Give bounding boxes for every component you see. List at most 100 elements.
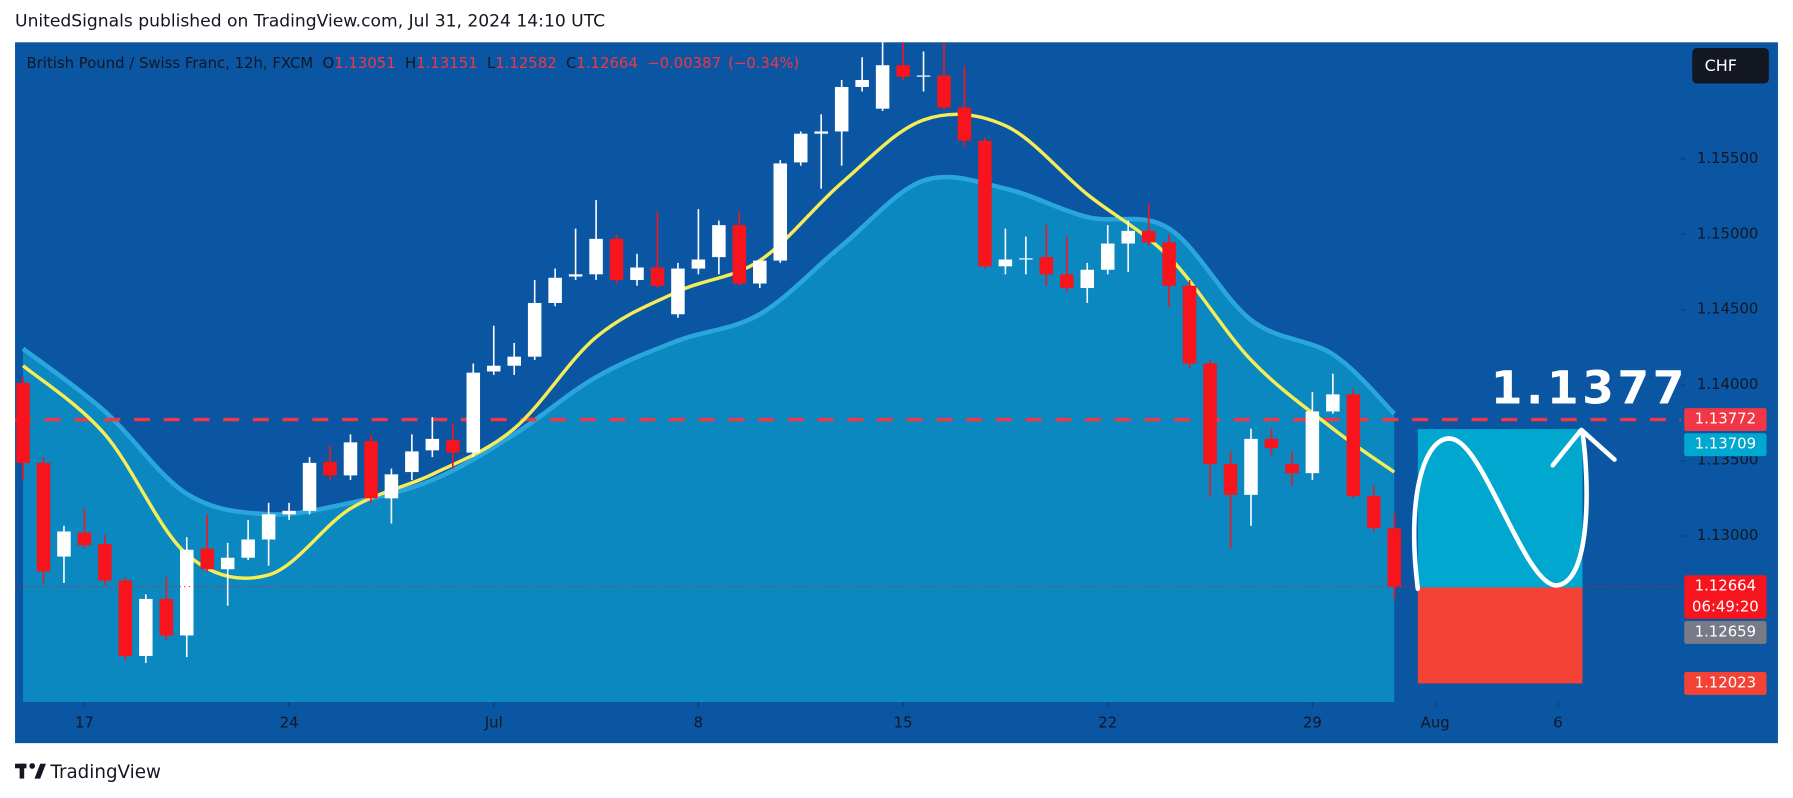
candle-body — [732, 225, 747, 284]
area-fill — [23, 176, 1395, 702]
countdown: 06:49:20 — [1692, 597, 1759, 615]
candle-body — [978, 140, 992, 267]
x-tick-label: Aug — [1421, 714, 1450, 732]
candle-body — [998, 259, 1013, 267]
logo-part — [19, 763, 25, 779]
y-tick-label: 1.14500 — [1697, 300, 1758, 318]
x-tick-label: 22 — [1098, 714, 1117, 732]
legend-open: 1.13051 — [334, 54, 395, 72]
candle-body — [200, 548, 214, 570]
candle-body — [179, 549, 194, 636]
candle-body — [875, 65, 890, 109]
x-tick-label: 17 — [75, 714, 94, 732]
candle-body — [282, 510, 296, 515]
candle-body — [916, 75, 931, 77]
y-tick-label: 1.15000 — [1697, 224, 1758, 242]
candle-body — [814, 131, 828, 134]
candle-body — [957, 107, 972, 141]
drawn-arrowhead — [1550, 427, 1617, 468]
currency-button[interactable] — [1692, 48, 1769, 84]
candle-body — [1203, 363, 1217, 465]
legend: British Pound / Swiss Franc, 12h, FXCM O… — [26, 54, 799, 72]
x-tick-label: Jul — [484, 714, 503, 732]
x-tick-label: 15 — [894, 714, 913, 732]
price-label-bg — [1684, 621, 1767, 644]
candle-body — [486, 365, 501, 372]
legend-o: O — [323, 54, 335, 72]
candle-body — [323, 461, 337, 476]
price-label-bg — [1684, 575, 1767, 619]
tv-logo — [15, 763, 46, 779]
candle-body — [384, 474, 399, 499]
candle-body — [220, 557, 235, 570]
candle-body — [446, 440, 460, 453]
candle-body — [855, 80, 869, 87]
candle-body — [1182, 285, 1197, 364]
legend-low: 1.12582 — [495, 54, 556, 72]
candle-body — [1162, 242, 1176, 286]
plot-layer — [15, 42, 1681, 702]
footer: TradingView — [49, 762, 161, 783]
candle-body — [1387, 528, 1402, 587]
candle-body — [1060, 274, 1074, 289]
legend-c: C — [566, 54, 576, 72]
price-label-bg — [1684, 408, 1767, 432]
y-tick-label: 1.14000 — [1697, 375, 1758, 393]
candle-body — [793, 133, 808, 163]
legend-l: L — [487, 54, 496, 72]
price-label: 1.12659 — [1695, 622, 1756, 640]
header: UnitedSignals published on TradingView.c… — [15, 12, 605, 32]
candle-body — [1121, 230, 1135, 244]
candle-body — [425, 438, 440, 451]
legend-change: −0.00387 — [647, 54, 721, 72]
candle-body — [712, 225, 726, 258]
candle-body — [548, 277, 562, 303]
logo-part — [29, 763, 36, 769]
candle-body — [1019, 258, 1033, 260]
currency-label[interactable]: CHF — [1705, 56, 1737, 75]
x-tick-label: 29 — [1303, 714, 1322, 732]
candle-body — [1264, 438, 1279, 449]
candle-body — [57, 531, 71, 557]
candle-body — [1346, 394, 1361, 497]
candle-body — [343, 442, 358, 476]
legend-h: H — [405, 54, 416, 72]
candle-body — [1039, 257, 1054, 275]
drawn-curve — [1411, 429, 1589, 592]
x-tick-label: 8 — [694, 714, 703, 732]
candle-body — [36, 462, 51, 572]
candle-body — [589, 238, 603, 275]
x-tick-label: 6 — [1553, 714, 1562, 732]
candle-body — [1367, 496, 1381, 529]
price-label: 1.12664 — [1695, 577, 1756, 595]
candle-body — [16, 382, 30, 463]
candle-body — [671, 268, 685, 315]
candle-body — [1305, 411, 1320, 474]
candle-body — [77, 532, 92, 546]
candle-body — [241, 539, 255, 558]
legend-change-pct: (−0.34%) — [728, 54, 799, 72]
x-tick-label: 24 — [280, 714, 299, 732]
logo-part — [34, 763, 46, 779]
candle-body — [159, 598, 174, 636]
candle-body — [773, 163, 788, 261]
price-label-bg — [1684, 433, 1767, 457]
candle-body — [691, 259, 706, 269]
candle-body — [302, 462, 317, 511]
price-label-bg — [1684, 671, 1767, 695]
candle-body — [1223, 464, 1238, 495]
candle-body — [507, 356, 521, 366]
candle-body — [1080, 269, 1095, 289]
candle-body — [896, 65, 910, 77]
area-edge — [21, 174, 1396, 517]
y-tick-label: 1.15500 — [1697, 149, 1758, 167]
candle-body — [1141, 230, 1156, 243]
candle-body — [1326, 394, 1340, 412]
candle-body — [527, 302, 542, 357]
annotation: 1.1377 — [1491, 361, 1688, 414]
candle-body — [834, 86, 849, 132]
y-tick-label: 1.13000 — [1697, 526, 1758, 544]
price-label: 1.13772 — [1695, 410, 1756, 428]
